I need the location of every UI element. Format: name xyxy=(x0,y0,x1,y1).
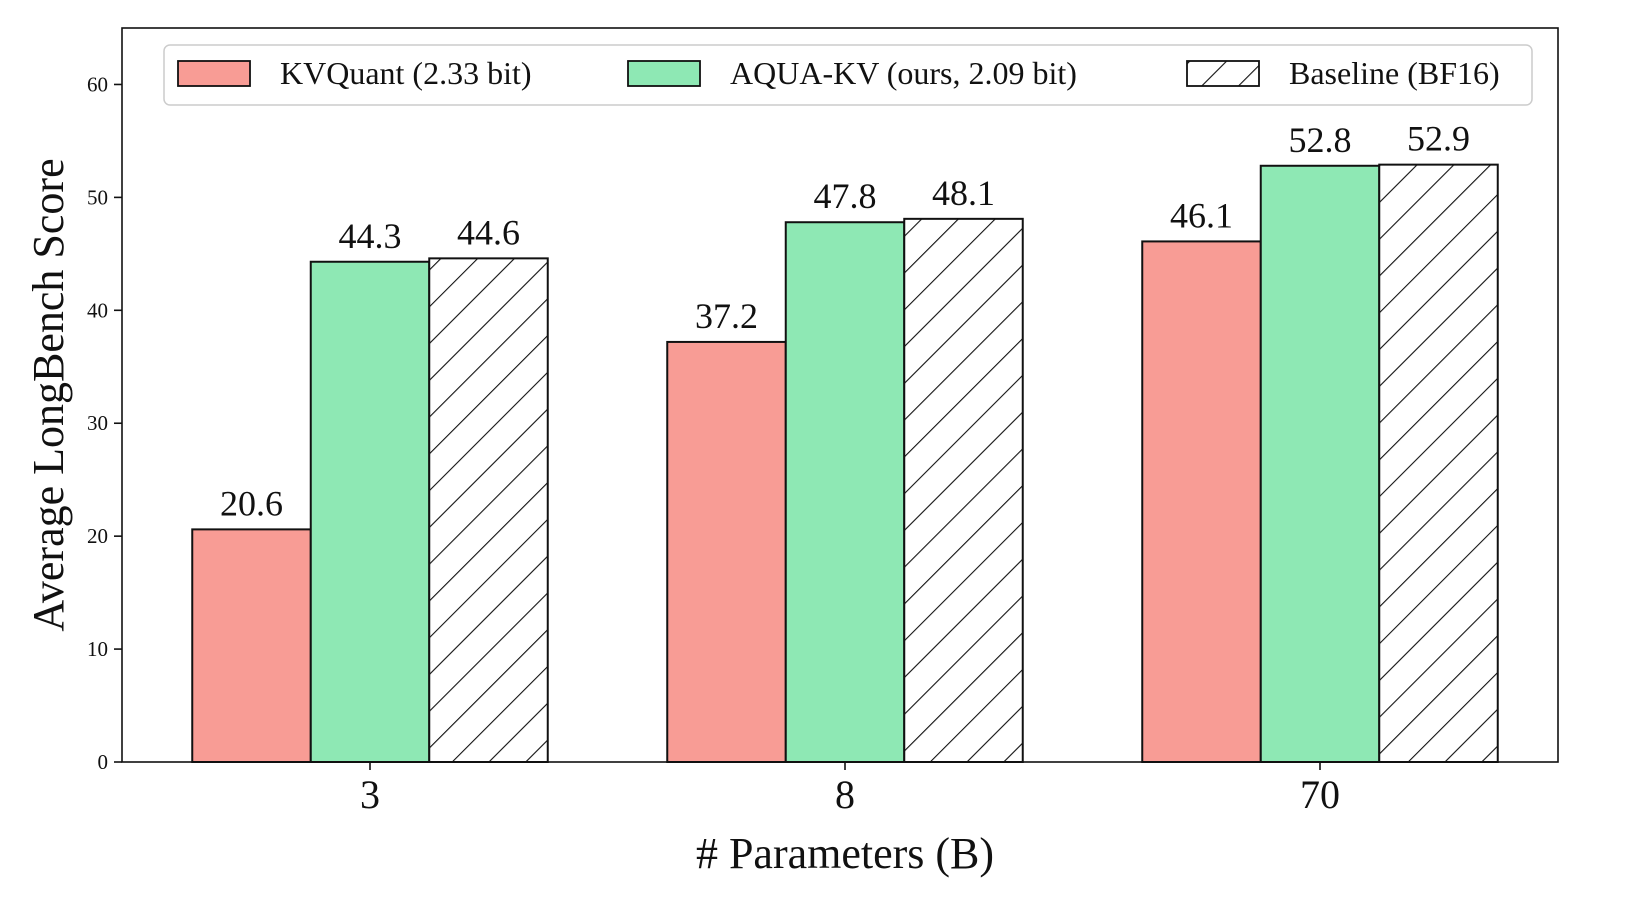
data-label: 44.3 xyxy=(339,216,402,256)
bar-baseline-70 xyxy=(1378,163,1499,763)
bar-kvquant-3 xyxy=(191,528,312,763)
legend-swatch-baseline xyxy=(1186,60,1260,87)
plot-frame xyxy=(121,27,1559,763)
bar-baseline-8 xyxy=(903,217,1024,763)
bar-aqua-kv-8 xyxy=(784,221,906,764)
x-tick-label: 70 xyxy=(1300,772,1340,817)
x-tick-label: 8 xyxy=(835,772,855,817)
data-label: 52.9 xyxy=(1407,119,1470,159)
bar-kvquant-70 xyxy=(1141,240,1262,764)
legend-box xyxy=(163,44,1533,106)
legend-label-kvquant: KVQuant (2.33 bit) xyxy=(280,55,532,91)
y-tick-label: 60 xyxy=(87,72,108,96)
y-tick-label: 50 xyxy=(87,185,108,209)
legend-swatch-kvquant xyxy=(177,60,251,87)
bar-kvquant-8 xyxy=(666,340,787,763)
data-label: 47.8 xyxy=(814,176,877,216)
x-axis-title: # Parameters (B) xyxy=(696,829,994,878)
y-tick-label: 0 xyxy=(98,750,109,774)
bars-layer xyxy=(191,163,1499,764)
y-tick-label: 30 xyxy=(87,411,108,435)
data-label: 20.6 xyxy=(220,483,283,523)
bar-aqua-kv-3 xyxy=(309,260,431,763)
x-axis: 3 8 70 xyxy=(360,762,1340,817)
legend-label-baseline: Baseline (BF16) xyxy=(1289,55,1500,91)
y-tick-label: 10 xyxy=(87,637,108,661)
data-labels-layer: 20.6 37.2 46.1 44.3 47.8 52.8 44.6 48.1 52.9 xyxy=(220,119,1470,524)
y-tick-label: 20 xyxy=(87,524,108,548)
legend-label-aqua-kv: AQUA-KV (ours, 2.09 bit) xyxy=(730,55,1077,91)
data-label: 48.1 xyxy=(932,173,995,213)
legend: KVQuant (2.33 bit) AQUA-KV (ours, 2.09 bi… xyxy=(163,44,1533,106)
legend-swatch-aqua-kv xyxy=(627,60,701,87)
bar-baseline-3 xyxy=(428,257,549,763)
y-axis-title: Average LongBench Score xyxy=(24,158,73,631)
data-label: 44.6 xyxy=(457,212,520,252)
data-label: 46.1 xyxy=(1170,195,1233,235)
y-axis: 0 10 20 30 40 50 60 xyxy=(87,72,122,774)
x-tick-label: 3 xyxy=(360,772,380,817)
y-tick-label: 40 xyxy=(87,298,108,322)
bar-aqua-kv-70 xyxy=(1259,164,1381,763)
data-label: 37.2 xyxy=(695,296,758,336)
data-label: 52.8 xyxy=(1289,120,1352,160)
